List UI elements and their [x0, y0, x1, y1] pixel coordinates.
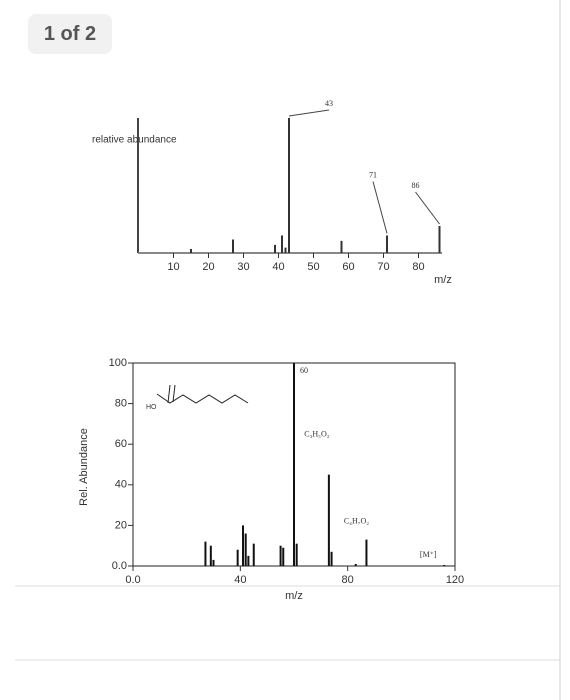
x-tick-label: 40 [234, 574, 246, 586]
x-tick-label: 0.0 [125, 574, 140, 586]
annotation-arrow [372, 181, 388, 234]
y-tick-label: 0.0 [112, 560, 127, 572]
y-tick-label: 80 [115, 398, 127, 410]
y-tick-label: 20 [115, 519, 127, 531]
peak-annotation: 86 [412, 181, 420, 190]
x-tick-label: 120 [446, 574, 464, 586]
structure [156, 384, 249, 404]
x-tick-label: 50 [307, 261, 319, 273]
annotation-arrow [288, 109, 330, 117]
y-tick-label: 40 [115, 479, 127, 491]
peak-annotation: 71 [369, 170, 377, 179]
x-axis-label: m/z [434, 274, 452, 286]
y-tick-label: 100 [109, 357, 127, 369]
page-counter[interactable]: 1 of 2 [28, 14, 112, 54]
peak-annotation: 60 [300, 366, 308, 375]
x-tick-label: 80 [342, 574, 354, 586]
y-axis-label: relative abundance [92, 135, 177, 146]
y-tick-label: 60 [115, 438, 127, 450]
x-tick-label: 70 [377, 261, 389, 273]
x-tick-label: 10 [167, 261, 179, 273]
peak-annotation: C₄H₇O₂ [344, 516, 369, 525]
peak-annotation: [M⁺] [420, 550, 437, 559]
x-tick-label: 60 [342, 261, 354, 273]
x-tick-label: 40 [272, 261, 284, 273]
x-axis-label: m/z [285, 590, 303, 602]
peak-annotation: 43 [325, 99, 333, 108]
annotation-arrow [415, 191, 440, 225]
y-axis-label: Rel. Abundance [78, 428, 90, 506]
peak-annotation: C₃H₅O₂ [304, 429, 329, 438]
x-tick-label: 20 [202, 261, 214, 273]
x-tick-label: 80 [412, 261, 424, 273]
x-tick-label: 30 [237, 261, 249, 273]
structure-label: HO [146, 404, 157, 411]
